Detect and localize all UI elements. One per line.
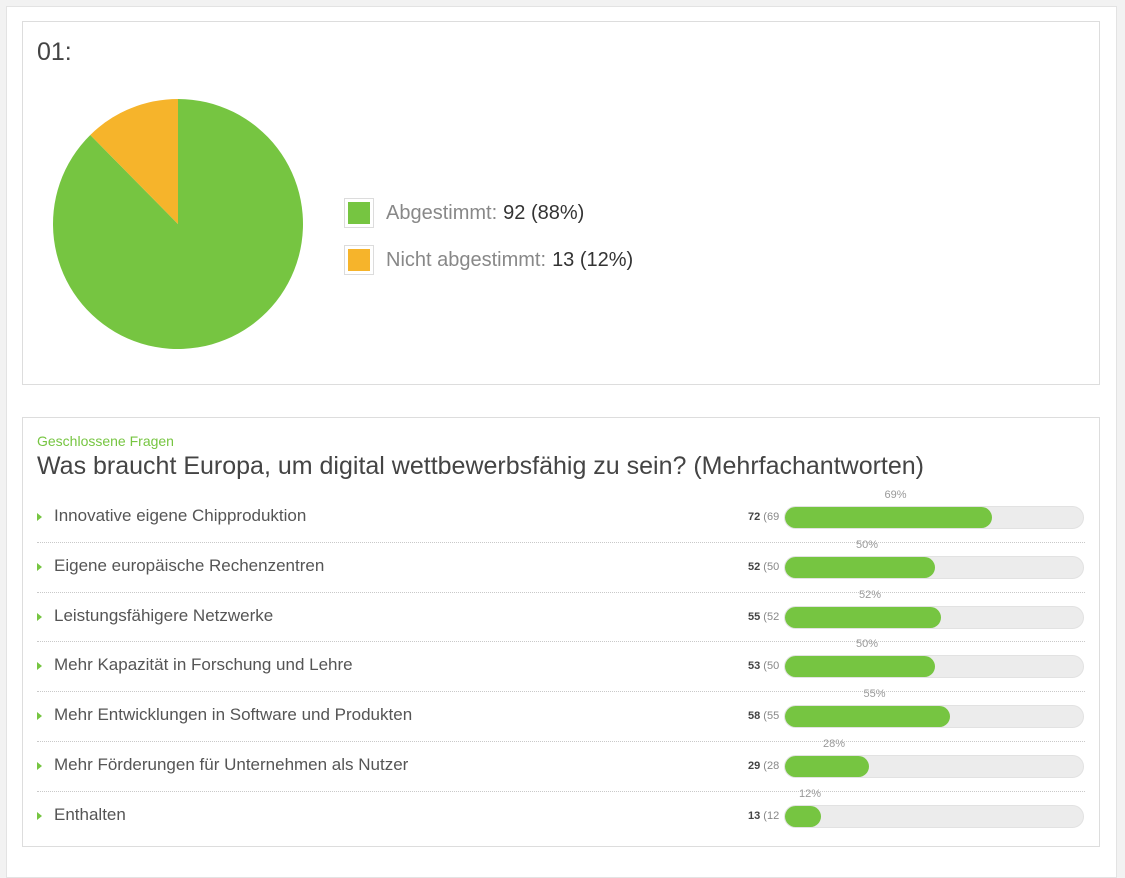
answer-list: Innovative eigene Chipproduktion 72 (69 69… [37, 489, 1085, 842]
answer-row[interactable]: Mehr Förderungen für Unternehmen als Nut… [37, 738, 1085, 792]
bar-fill [785, 755, 869, 777]
legend-swatch [344, 198, 374, 228]
bar-track [784, 705, 1084, 729]
question-text: Was braucht Europa, um digital wettbewer… [37, 452, 925, 480]
caret-right-icon [37, 811, 42, 820]
answer-label: Eigene europäische Rechenzentren [54, 555, 325, 575]
legend-item-1: Nicht abgestimmt: 13 (12%) [344, 244, 633, 276]
answer-label: Mehr Förderungen für Unternehmen als Nut… [54, 754, 409, 774]
bar-track [784, 655, 1084, 679]
caret-right-icon [37, 562, 42, 571]
caret-right-icon [37, 712, 42, 721]
percent-label: 50% [855, 538, 879, 551]
legend-label: Nicht abgestimmt: [386, 248, 547, 271]
bar-track [784, 754, 1084, 778]
answer-count: 72 (69 [748, 511, 780, 523]
answer-row[interactable]: Leistungsfähigere Netzwerke 55 (52 52% [37, 589, 1085, 643]
pie-legend: Abgestimmt: 92 (88%) Nicht abgestimmt: 13 (… [344, 197, 633, 291]
percent-label: 69% [884, 489, 907, 501]
answer-count: 55 (52 [748, 610, 780, 623]
caret-right-icon [37, 761, 42, 770]
pie-slice-1[interactable] [90, 99, 178, 224]
answer-count: 52 (50 [748, 560, 780, 573]
bar-fill [785, 706, 950, 728]
bar-track [784, 555, 1084, 579]
bar-track [784, 605, 1084, 629]
answer-label: Enthalten [54, 804, 126, 824]
bar-track [784, 804, 1084, 828]
answer-count: 58 (55 [748, 710, 780, 723]
percent-label: 50% [855, 638, 879, 651]
vote-pie-chart [52, 98, 304, 350]
legend-value: 92 (88%) [503, 201, 585, 224]
legend-label: Abgestimmt: [386, 201, 498, 224]
answer-label: Innovative eigene Chipproduktion [54, 506, 307, 525]
bar-fill [785, 507, 992, 528]
legend-value: 13 (12%) [552, 248, 634, 271]
legend-swatch [344, 245, 374, 275]
percent-label: 12% [798, 787, 822, 800]
pie-svg [52, 99, 304, 349]
answer-row[interactable]: Innovative eigene Chipproduktion 72 (69 69… [37, 489, 1085, 543]
pie-slice-0[interactable] [52, 99, 304, 349]
percent-label: 52% [858, 588, 882, 601]
answer-row[interactable]: Mehr Kapazität in Forschung und Lehre 53 … [37, 638, 1085, 693]
bar-fill [785, 656, 935, 678]
caret-right-icon [37, 612, 42, 621]
answer-count: 29 (28 [748, 759, 780, 772]
percent-label: 28% [822, 737, 846, 750]
section-label: Geschlossene Fragen [37, 433, 174, 449]
answer-row[interactable]: Mehr Entwicklungen in Software und Produ… [37, 688, 1085, 742]
bar-fill [785, 805, 821, 827]
bar-track [784, 506, 1084, 529]
answer-label: Leistungsfähigere Netzwerke [54, 605, 274, 625]
answer-row[interactable]: Eigene europäische Rechenzentren 52 (50 50… [37, 539, 1085, 593]
answer-label: Mehr Kapazität in Forschung und Lehre [54, 655, 353, 675]
percent-label: 55% [863, 688, 886, 701]
answer-label: Mehr Entwicklungen in Software und Produ… [54, 705, 413, 725]
bar-fill [785, 606, 941, 628]
caret-right-icon [37, 662, 42, 671]
caret-right-icon [37, 513, 42, 521]
answer-count: 13 (12 [748, 809, 780, 822]
question-number: 01: [37, 38, 72, 66]
answer-count: 53 (50 [748, 660, 780, 673]
answer-row[interactable]: Enthalten 13 (12 12% [37, 788, 1085, 842]
legend-item-0: Abgestimmt: 92 (88%) [344, 197, 633, 229]
bar-fill [785, 556, 935, 578]
